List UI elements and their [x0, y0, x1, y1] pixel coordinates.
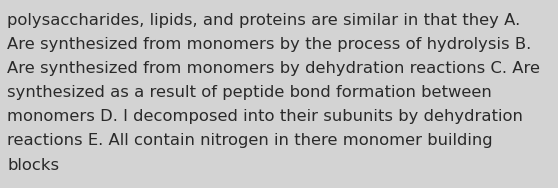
Text: Are synthesized from monomers by dehydration reactions C. Are: Are synthesized from monomers by dehydra…	[7, 61, 540, 76]
Text: synthesized as a result of peptide bond formation between: synthesized as a result of peptide bond …	[7, 85, 492, 100]
Text: Are synthesized from monomers by the process of hydrolysis B.: Are synthesized from monomers by the pro…	[7, 37, 532, 52]
Text: polysaccharides, lipids, and proteins are similar in that they A.: polysaccharides, lipids, and proteins ar…	[7, 13, 521, 28]
Text: blocks: blocks	[7, 158, 59, 173]
Text: monomers D. I decomposed into their subunits by dehydration: monomers D. I decomposed into their subu…	[7, 109, 523, 124]
Text: reactions E. All contain nitrogen in there monomer building: reactions E. All contain nitrogen in the…	[7, 133, 493, 149]
